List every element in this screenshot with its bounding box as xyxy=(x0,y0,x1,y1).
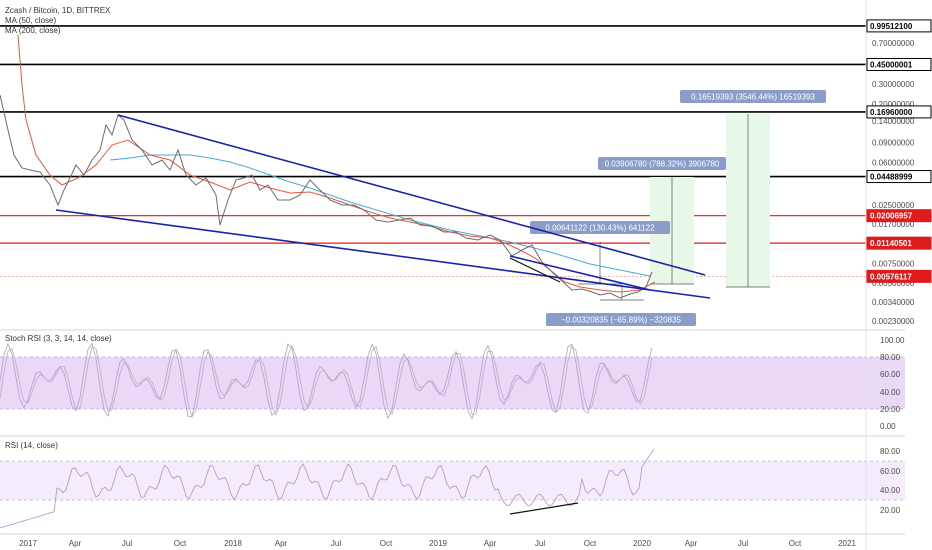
trendline[interactable] xyxy=(55,209,711,299)
x-tick-label: 2019 xyxy=(429,539,447,548)
ma50-legend: MA (50, close) xyxy=(5,16,56,25)
grid xyxy=(0,329,932,535)
price-label-box xyxy=(866,209,932,223)
y-tick-label: 0.00500000 xyxy=(872,279,915,288)
level-lines xyxy=(0,25,866,277)
x-tick-label: 2017 xyxy=(19,539,37,548)
price-label: 0.45000001 xyxy=(870,60,913,69)
measure-label: 0.16519393 (3546.44%) 16519393 xyxy=(691,93,815,102)
rsi-tick-label: 40.00 xyxy=(880,486,901,495)
x-tick-label: 2021 xyxy=(838,539,856,548)
ma200-legend: MA (200, close) xyxy=(5,26,61,35)
measure-label-bg xyxy=(680,90,826,103)
stoch-tick-label: 0.00 xyxy=(880,422,896,431)
y-tick-label: 0.70000000 xyxy=(872,39,915,48)
price-label: 0.04488999 xyxy=(870,173,913,182)
y-tick-label: 0.00230000 xyxy=(872,317,915,326)
y-tick-label: 0.20000000 xyxy=(872,100,915,109)
main-pane[interactable]: 0.16519393 (3546.44%) 16519393 0.03906780… xyxy=(0,25,866,326)
price-label-box xyxy=(866,170,932,184)
x-tick-label: Apr xyxy=(484,539,497,548)
stoch-d-line xyxy=(0,344,653,418)
price-label-box xyxy=(866,105,932,119)
rsi-tick-label: 20.00 xyxy=(880,506,901,515)
y-tick-label: 0.30000000 xyxy=(872,80,915,89)
ma200-line xyxy=(109,154,651,277)
stoch-tick-label: 100.00 xyxy=(880,336,905,345)
x-tick-label: 2018 xyxy=(224,539,242,548)
time-axis[interactable]: 2017 Apr Jul Oct 2018 Apr Jul Oct 2019 Apr Jul Oct 2… xyxy=(19,539,856,548)
stoch-k-line xyxy=(0,342,653,420)
rsi-tick-label: 80.00 xyxy=(880,447,901,456)
x-tick-label: Oct xyxy=(789,539,802,548)
price-axis[interactable]: 0.70000000 0.30000000 0.20000000 0.14000000… xyxy=(865,0,932,550)
x-tick-label: Jul xyxy=(122,539,132,548)
price-label: 0.02006957 xyxy=(870,212,913,221)
trendline[interactable] xyxy=(117,114,706,276)
measure-label-bg xyxy=(530,221,670,234)
trendlines[interactable] xyxy=(55,114,711,299)
stoch-rsi-pane[interactable] xyxy=(0,342,905,420)
stoch-tick-label: 20.00 xyxy=(880,405,901,414)
rsi-title: RSI (14, close) xyxy=(5,441,58,450)
stoch-rsi-title: Stoch RSI (3, 3, 14, 14, close) xyxy=(5,334,112,343)
price-label: 0.16960000 xyxy=(870,108,913,117)
x-tick-label: Jul xyxy=(738,539,748,548)
ma50-line xyxy=(17,34,656,293)
x-tick-label: Apr xyxy=(275,539,288,548)
price-label-box xyxy=(866,19,932,33)
y-tick-label: 0.01700000 xyxy=(872,220,915,229)
x-tick-label: Oct xyxy=(380,539,393,548)
price-label-box xyxy=(866,236,932,250)
measure-label: 0.03906780 (788.32%) 3906780 xyxy=(605,160,720,169)
measure-label: −0.00320835 (−65.89%) −320835 xyxy=(561,316,681,325)
trendline[interactable] xyxy=(509,257,561,283)
x-tick-label: Oct xyxy=(174,539,187,548)
price-label-box xyxy=(866,269,932,283)
y-tick-label: 0.06000000 xyxy=(872,158,915,167)
y-tick-label: 0.00750000 xyxy=(872,260,915,269)
y-tick-label: 0.02500000 xyxy=(872,201,915,210)
trendline[interactable] xyxy=(509,255,651,291)
price-label-box xyxy=(866,57,932,71)
y-tick-label: 0.00340000 xyxy=(872,298,915,307)
measure-label: 0.00641122 (130.43%) 641122 xyxy=(545,224,655,233)
price-label: 0.99512100 xyxy=(870,22,913,31)
stoch-tick-label: 40.00 xyxy=(880,388,901,397)
x-tick-label: Apr xyxy=(69,539,82,548)
x-tick-label: 2020 xyxy=(633,539,651,548)
rsi-tick-label: 60.00 xyxy=(880,467,901,476)
x-tick-label: Jul xyxy=(535,539,545,548)
price-label: 0.00576117 xyxy=(870,272,912,281)
stoch-tick-label: 80.00 xyxy=(880,353,901,362)
price-label: 0.01140501 xyxy=(870,239,912,248)
symbol-title: Zcash / Bitcoin, 1D, BITTREX xyxy=(5,6,111,15)
y-tick-label: 0.09000000 xyxy=(872,139,915,148)
x-tick-label: Apr xyxy=(685,539,698,548)
rsi-line xyxy=(0,448,655,529)
stoch-tick-label: 60.00 xyxy=(880,370,901,379)
rsi-pane[interactable] xyxy=(0,448,905,529)
x-tick-label: Oct xyxy=(584,539,597,548)
measure-label-bg xyxy=(598,157,726,170)
rsi-band xyxy=(0,461,905,500)
x-tick-label: Jul xyxy=(331,539,341,548)
rsi-divergence-line xyxy=(509,502,579,515)
y-tick-label: 0.14000000 xyxy=(872,117,915,126)
measure-label-bg xyxy=(546,313,696,326)
measurement-boxes: 0.16519393 (3546.44%) 16519393 0.03906780… xyxy=(530,90,826,326)
